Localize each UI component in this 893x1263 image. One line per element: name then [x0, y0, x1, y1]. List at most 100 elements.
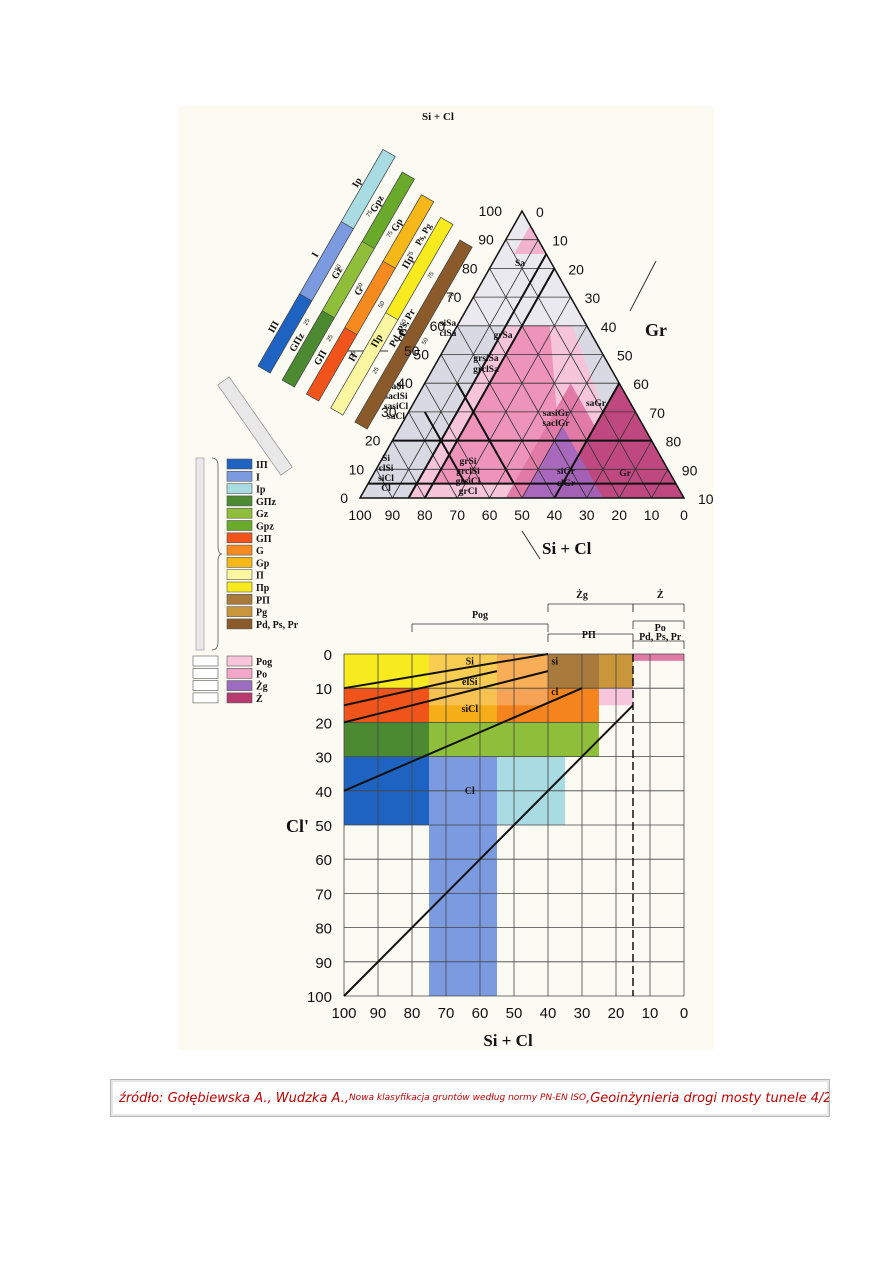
region-label: saclGr: [543, 419, 571, 429]
legend-label: Po: [256, 669, 267, 680]
legend-label: Πp: [256, 583, 270, 594]
legend-label: I: [256, 472, 260, 483]
legend-swatch: [226, 606, 253, 617]
legend-swatch-blank: [192, 680, 219, 691]
area-label: siCl: [461, 704, 478, 715]
y-tick-label: 10: [315, 681, 332, 698]
legend-label: Gz: [256, 509, 269, 520]
y-tick-label: 50: [315, 818, 332, 835]
triangle-outline: [358, 209, 686, 499]
legend-swatch: [226, 593, 253, 605]
y-tick-label: 100: [307, 989, 332, 1006]
area-label: Cl: [465, 786, 475, 797]
band-label: IΠ: [266, 319, 281, 335]
legend-label: GΠ: [256, 534, 272, 545]
x-tick-label: 80: [404, 1005, 421, 1022]
band-tick: 25: [303, 317, 312, 326]
legend-label: IΠ: [256, 460, 268, 471]
left-tick-label: 80: [462, 260, 478, 276]
top-bracket-label: Żg: [576, 589, 588, 601]
right-tick-label: 30: [585, 290, 601, 306]
bottom-tick-label: 10: [644, 507, 660, 523]
zone-zg: [633, 654, 684, 661]
top-bracket-label: Pog: [472, 610, 488, 621]
grey-strip: [217, 376, 293, 476]
bottom-tick-label: 70: [449, 507, 465, 523]
legend-swatch-blank: [192, 667, 219, 679]
legend-swatch-blank: [192, 655, 219, 667]
legend-swatch: [226, 667, 253, 679]
region-label: clSi: [379, 464, 394, 474]
legend-label: Π: [256, 571, 264, 582]
bottom-axis-label: Si + Cl: [542, 539, 592, 558]
band-segment: [385, 217, 454, 321]
legend-label: Pd, Ps, Pr: [256, 620, 299, 631]
area-label: cl: [551, 687, 558, 698]
legend-swatch: [226, 692, 253, 704]
legend-label: Pg: [256, 608, 267, 619]
band-label: I: [310, 250, 322, 259]
band-tick: 25: [326, 334, 335, 343]
x-tick-label: 40: [540, 1005, 557, 1022]
grid-line-left: [521, 354, 604, 499]
band-tick: 50: [400, 318, 409, 327]
grid-line-right: [456, 325, 555, 499]
right-tick-label: 10: [552, 233, 568, 249]
left-tick-label: 50: [413, 347, 429, 363]
left-tick-label: 70: [446, 289, 462, 305]
right-tick-label: 90: [682, 462, 698, 478]
band-segment: [382, 194, 435, 269]
legend-label: PΠ: [256, 595, 270, 606]
region-label: clSa: [440, 329, 457, 339]
legend-swatch: [226, 470, 253, 482]
x-tick-label: 90: [370, 1005, 387, 1022]
chart-boundary-line: [343, 653, 549, 690]
region-label: sasiCl: [384, 402, 409, 412]
region-label: Cl: [381, 484, 391, 494]
top-bracket-label: Ż: [657, 589, 664, 601]
bottom-tick-label: 60: [482, 507, 498, 523]
region-label: saSi: [388, 382, 405, 392]
y-tick-label: 40: [315, 784, 332, 801]
left-tick-label: 40: [397, 375, 413, 391]
top-bracket-label: Po: [655, 623, 666, 634]
left-tick-label: 60: [430, 318, 446, 334]
y-axis-label: Cl': [286, 816, 309, 836]
chart-boundary-line: [343, 687, 583, 792]
boundary-line: [456, 382, 515, 485]
sicl-axis-arrow: [521, 530, 541, 560]
band-tick: 75: [427, 271, 436, 280]
legend-swatch-blank: [192, 692, 219, 704]
top-bracket-label: PΠ: [582, 630, 596, 641]
band-tick: 75: [407, 250, 416, 259]
bottom-tick-label: 30: [579, 507, 595, 523]
band-extra-label: 50: [404, 343, 420, 359]
x-axis-label: Si + Cl: [483, 1031, 533, 1050]
zone-brown: [548, 654, 599, 689]
source-caption: źródło: Gołębiewska A., Wudzka A., Nowa …: [110, 1079, 830, 1117]
left-tick-label: 20: [365, 433, 381, 449]
boundary-line: [423, 411, 467, 485]
right-tick-label: 0: [536, 204, 544, 220]
band-tick: 50: [334, 263, 343, 272]
band-group: IΠIIp255075GΠzGzGpz255075GΠGGp255075ΠΠp2…: [257, 148, 473, 430]
bottom-tick-label: 50: [514, 507, 530, 523]
grid-line-left: [392, 239, 539, 499]
gr-axis-arrow: [629, 260, 657, 312]
band-tick: 25: [395, 382, 404, 391]
chart-boundary-line: [343, 704, 634, 997]
region-label: grclSi: [456, 467, 480, 477]
legend-label: G: [256, 546, 264, 557]
region-label: saclSi: [384, 392, 408, 402]
right-tick-label: 50: [617, 348, 633, 364]
band-tick: 50: [421, 337, 430, 346]
y-tick-label: 0: [324, 647, 332, 664]
legend-swatch: [226, 680, 253, 691]
right-tick-label: 70: [649, 405, 665, 421]
x-tick-label: 0: [680, 1005, 688, 1022]
chart-boundary-line: [343, 670, 549, 724]
left-tick-label: 100: [479, 203, 503, 219]
chart-boundary-line: [343, 670, 498, 707]
zone-hatched: [429, 654, 548, 706]
bottom-tick-label: 40: [547, 507, 563, 523]
